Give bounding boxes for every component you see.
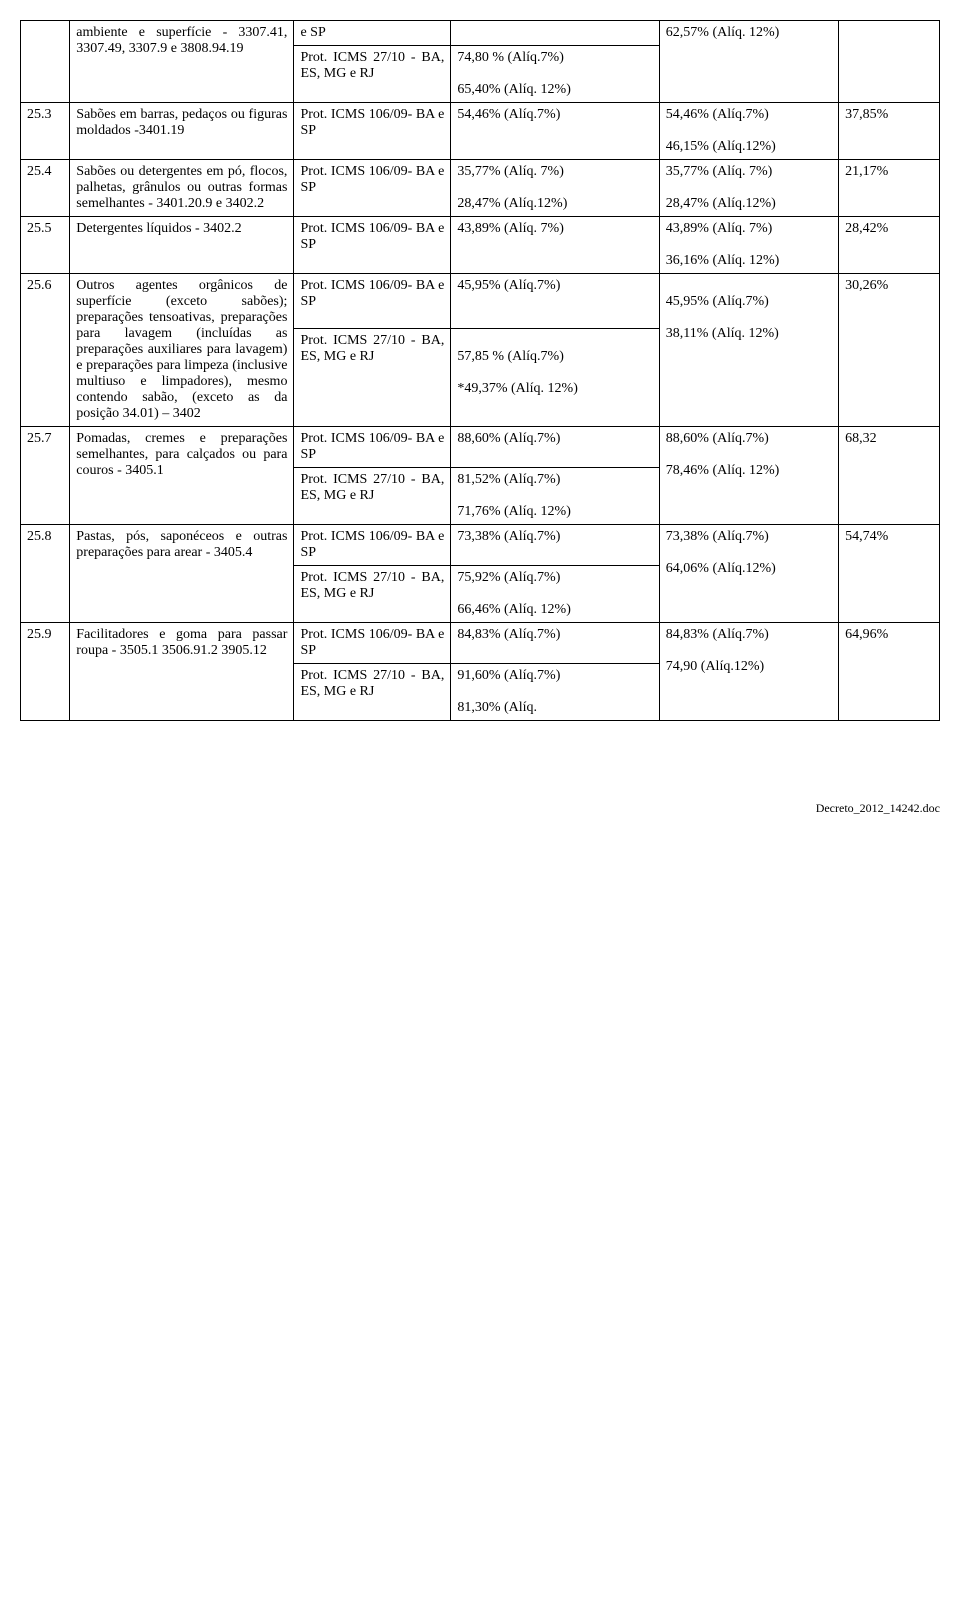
row-description: Sabões em barras, pedaços ou figuras mol… — [70, 103, 294, 160]
row-pct — [839, 21, 940, 103]
mva-top: 81,52% (Alíq.7%) — [457, 472, 560, 487]
adj-bot: 74,90 (Alíq.12%) — [666, 659, 764, 674]
row-protocol: Prot. ICMS 106/09- BA e SP — [294, 525, 451, 566]
row-description: Detergentes líquidos - 3402.2 — [70, 217, 294, 274]
row-protocol: Prot. ICMS 27/10 - BA, ES, MG e RJ — [294, 46, 451, 103]
mva-bot: 81,30% (Alíq. — [457, 700, 537, 715]
row-mva: 74,80 % (Alíq.7%) 65,40% (Alíq. 12%) — [451, 46, 659, 103]
row-protocol: Prot. ICMS 27/10 - BA, ES, MG e RJ — [294, 566, 451, 623]
table-row: 25.5 Detergentes líquidos - 3402.2 Prot.… — [21, 217, 940, 274]
row-number: 25.9 — [21, 623, 70, 721]
row-pct: 54,74% — [839, 525, 940, 623]
row-protocol: Prot. ICMS 106/09- BA e SP — [294, 623, 451, 664]
row-description: Sabões ou detergentes em pó, flocos, pal… — [70, 160, 294, 217]
mva-top: 74,80 % (Alíq.7%) — [457, 50, 564, 65]
row-mva: 91,60% (Alíq.7%) 81,30% (Alíq. — [451, 664, 659, 721]
row-protocol: Prot. ICMS 27/10 - BA, ES, MG e RJ — [294, 329, 451, 427]
row-adj: 54,46% (Alíq.7%) 46,15% (Alíq.12%) — [659, 103, 838, 160]
row-adj: 43,89% (Alíq. 7%) 36,16% (Alíq. 12%) — [659, 217, 838, 274]
row-pct: 37,85% — [839, 103, 940, 160]
row-mva: 35,77% (Alíq. 7%) 28,47% (Alíq.12%) — [451, 160, 659, 217]
row-adj: 35,77% (Alíq. 7%) 28,47% (Alíq.12%) — [659, 160, 838, 217]
row-number: 25.5 — [21, 217, 70, 274]
row-description: Facilitadores e goma para passar roupa -… — [70, 623, 294, 721]
row-number: 25.8 — [21, 525, 70, 623]
row-number: 25.6 — [21, 274, 70, 427]
mva-top: 75,92% (Alíq.7%) — [457, 570, 560, 585]
table-row: 25.9 Facilitadores e goma para passar ro… — [21, 623, 940, 664]
row-pct: 28,42% — [839, 217, 940, 274]
row-mva: 88,60% (Alíq.7%) — [451, 427, 659, 468]
row-adj: 62,57% (Alíq. 12%) — [659, 21, 838, 103]
row-protocol: Prot. ICMS 106/09- BA e SP — [294, 160, 451, 217]
mva-top: 91,60% (Alíq.7%) — [457, 668, 560, 683]
adj-top: 84,83% (Alíq.7%) — [666, 627, 769, 642]
row-protocol: Prot. ICMS 106/09- BA e SP — [294, 217, 451, 274]
adj-bot: 78,46% (Alíq. 12%) — [666, 463, 780, 478]
row-pct: 21,17% — [839, 160, 940, 217]
adj-bot: 38,11% (Alíq. 12%) — [666, 326, 779, 341]
row-pct: 68,32 — [839, 427, 940, 525]
mva-bot: 65,40% (Alíq. 12%) — [457, 82, 571, 97]
mva-bot: *49,37% (Alíq. 12%) — [457, 381, 578, 396]
table-row: 25.7 Pomadas, cremes e preparações semel… — [21, 427, 940, 468]
mva-bot: 71,76% (Alíq. 12%) — [457, 504, 571, 519]
row-adj: 45,95% (Alíq.7%) 38,11% (Alíq. 12%) — [659, 274, 838, 427]
table-row: 25.3 Sabões em barras, pedaços ou figura… — [21, 103, 940, 160]
row-description: ambiente e superfície - 3307.41, 3307.49… — [70, 21, 294, 103]
row-number: 25.3 — [21, 103, 70, 160]
row-description: Pastas, pós, saponéceos e outras prepara… — [70, 525, 294, 623]
row-number: 25.7 — [21, 427, 70, 525]
row-protocol: Prot. ICMS 106/09- BA e SP — [294, 274, 451, 329]
row-mva: 75,92% (Alíq.7%) 66,46% (Alíq. 12%) — [451, 566, 659, 623]
adj-bot: 36,16% (Alíq. 12%) — [666, 253, 780, 268]
row-mva: 81,52% (Alíq.7%) 71,76% (Alíq. 12%) — [451, 468, 659, 525]
row-adj: 84,83% (Alíq.7%) 74,90 (Alíq.12%) — [659, 623, 838, 721]
adj-top: 73,38% (Alíq.7%) — [666, 529, 769, 544]
mva-top: 35,77% (Alíq. 7%) — [457, 164, 564, 179]
row-protocol: Prot. ICMS 106/09- BA e SP — [294, 427, 451, 468]
adj-bot: 28,47% (Alíq.12%) — [666, 196, 776, 211]
row-adj: 73,38% (Alíq.7%) 64,06% (Alíq.12%) — [659, 525, 838, 623]
table-row: ambiente e superfície - 3307.41, 3307.49… — [21, 21, 940, 46]
row-pct: 64,96% — [839, 623, 940, 721]
footer-text: Decreto_2012_14242.doc — [20, 801, 940, 816]
row-description: Pomadas, cremes e preparações semelhante… — [70, 427, 294, 525]
row-mva: 73,38% (Alíq.7%) — [451, 525, 659, 566]
row-pct: 30,26% — [839, 274, 940, 427]
adj-top: 88,60% (Alíq.7%) — [666, 431, 769, 446]
row-protocol: e SP — [294, 21, 451, 46]
adj-bot: 46,15% (Alíq.12%) — [666, 139, 776, 154]
adj-top: 43,89% (Alíq. 7%) — [666, 221, 773, 236]
row-adj: 88,60% (Alíq.7%) 78,46% (Alíq. 12%) — [659, 427, 838, 525]
adj-top: 45,95% (Alíq.7%) — [666, 294, 769, 309]
mva-bot: 66,46% (Alíq. 12%) — [457, 602, 571, 617]
row-number: 25.4 — [21, 160, 70, 217]
row-mva: 43,89% (Alíq. 7%) — [451, 217, 659, 274]
table-row: 25.6 Outros agentes orgânicos de superfí… — [21, 274, 940, 329]
row-description: Outros agentes orgânicos de superfície (… — [70, 274, 294, 427]
row-mva: 45,95% (Alíq.7%) — [451, 274, 659, 329]
mva-top: 57,85 % (Alíq.7%) — [457, 349, 564, 364]
table-row: 25.4 Sabões ou detergentes em pó, flocos… — [21, 160, 940, 217]
row-mva — [451, 21, 659, 46]
row-protocol: Prot. ICMS 106/09- BA e SP — [294, 103, 451, 160]
protocol-table: ambiente e superfície - 3307.41, 3307.49… — [20, 20, 940, 721]
adj-top: 35,77% (Alíq. 7%) — [666, 164, 773, 179]
row-protocol: Prot. ICMS 27/10 - BA, ES, MG e RJ — [294, 468, 451, 525]
mva-bot: 28,47% (Alíq.12%) — [457, 196, 567, 211]
row-mva: 84,83% (Alíq.7%) — [451, 623, 659, 664]
row-mva: 54,46% (Alíq.7%) — [451, 103, 659, 160]
row-number — [21, 21, 70, 103]
row-protocol: Prot. ICMS 27/10 - BA, ES, MG e RJ — [294, 664, 451, 721]
table-row: 25.8 Pastas, pós, saponéceos e outras pr… — [21, 525, 940, 566]
adj-top: 54,46% (Alíq.7%) — [666, 107, 769, 122]
row-mva: 57,85 % (Alíq.7%) *49,37% (Alíq. 12%) — [451, 329, 659, 427]
adj-bot: 64,06% (Alíq.12%) — [666, 561, 776, 576]
